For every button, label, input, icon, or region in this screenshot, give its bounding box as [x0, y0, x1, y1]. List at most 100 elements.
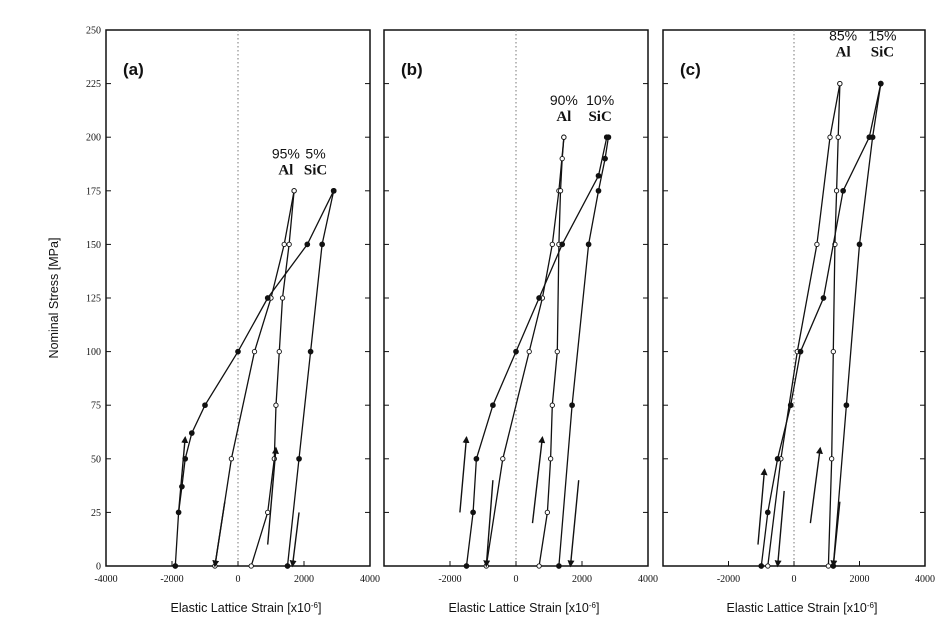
x-axis-label: Elastic Lattice Strain [x10-6] — [449, 601, 600, 616]
data-point-al — [276, 348, 282, 355]
x-tick-label: -2000 — [160, 574, 183, 585]
data-point-al — [554, 348, 560, 355]
data-point-al — [228, 456, 235, 462]
panels: 0 25 50 75 100 125 150 175 200 225 250 -4000 -2000 0 2… — [86, 26, 935, 616]
x-axis-label: Elastic Lattice Strain [x10-6] — [727, 601, 878, 616]
x-tick-label: 4000 — [915, 574, 935, 585]
data-point-sic — [470, 509, 476, 516]
composition-percent-label: 15% — [868, 28, 896, 44]
data-point-sic — [188, 430, 195, 436]
data-point-sic — [758, 563, 765, 569]
y-axis-label: Nominal Stress [MPa] — [47, 238, 61, 359]
panel-label: (b) — [401, 60, 423, 79]
x-tick-label: 0 — [236, 574, 241, 585]
data-point-al — [279, 295, 286, 301]
data-point-sic — [820, 295, 827, 301]
data-point-al — [833, 188, 840, 194]
data-point-al — [273, 402, 279, 408]
x-axis-label: Elastic Lattice Strain [x10-6] — [171, 601, 322, 616]
data-point-sic — [843, 402, 850, 409]
x-tick-label: 4000 — [360, 574, 380, 585]
data-point-al — [251, 348, 258, 355]
data-point-sic — [172, 563, 179, 569]
data-point-al — [557, 188, 564, 194]
data-point-al — [835, 134, 841, 140]
y-tick-label: 175 — [86, 186, 101, 197]
y-tick-label: 200 — [86, 133, 101, 144]
direction-arrow — [567, 480, 580, 568]
data-point-al — [561, 134, 567, 140]
direction-arrow — [459, 435, 470, 513]
series-line-al-loading — [767, 83, 841, 567]
data-point-al — [765, 563, 771, 569]
data-point-sic — [473, 455, 480, 462]
direction-arrow — [830, 501, 841, 568]
series-line-sic-loading — [465, 137, 608, 567]
data-point-al — [825, 563, 832, 569]
panel-label: (c) — [680, 60, 701, 79]
data-point-al — [559, 155, 565, 162]
data-point-sic — [569, 402, 575, 409]
data-point-al — [549, 241, 555, 248]
composition-percent-label: 5% — [305, 146, 325, 162]
composition-percent-label: 90% — [550, 92, 578, 108]
data-point-sic — [284, 563, 291, 569]
data-point-sic — [235, 348, 241, 355]
series-line-al-loading — [485, 137, 565, 567]
series-line-sic-unloading — [832, 83, 882, 567]
data-point-al — [286, 241, 292, 248]
x-tick-label: 0 — [514, 574, 519, 585]
data-point-al — [829, 456, 835, 462]
direction-arrow — [483, 480, 494, 568]
data-point-sic — [595, 172, 602, 179]
y-tick-label: 0 — [96, 562, 101, 573]
data-point-al — [265, 509, 271, 516]
x-tick-label: 4000 — [638, 574, 658, 585]
y-tick-label: 50 — [91, 454, 101, 465]
x-tick-label: 2000 — [572, 574, 592, 585]
direction-arrow — [212, 501, 226, 568]
data-point-sic — [585, 241, 592, 248]
phase-name-label: Al — [556, 109, 571, 125]
data-point-sic — [202, 402, 208, 409]
series-line-sic-unloading — [286, 190, 335, 567]
direction-arrow — [757, 468, 768, 545]
data-point-al — [526, 348, 532, 355]
x-tick-label: -2000 — [717, 574, 740, 585]
phase-name-label: SiC — [871, 45, 894, 61]
composition-percent-label: 10% — [586, 92, 614, 108]
y-tick-label: 75 — [91, 401, 101, 412]
data-point-sic — [797, 348, 804, 355]
data-point-sic — [556, 563, 562, 569]
data-point-sic — [319, 241, 326, 248]
series-line-al-loading — [214, 190, 295, 567]
series-line-sic-loading — [174, 190, 335, 567]
phase-name-label: Al — [836, 45, 851, 61]
data-point-al — [549, 402, 555, 408]
series-line-sic-loading — [760, 83, 882, 567]
y-tick-label: 225 — [86, 79, 101, 90]
data-point-al — [544, 509, 550, 516]
x-tick-label: 0 — [792, 574, 797, 585]
y-tick-label: 25 — [91, 508, 101, 519]
data-point-sic — [513, 348, 519, 355]
series-line-sic-unloading — [558, 137, 610, 567]
data-point-sic — [856, 241, 863, 248]
data-point-sic — [764, 509, 771, 516]
y-tick-label: 250 — [86, 26, 101, 37]
data-point-sic — [774, 455, 781, 462]
x-tick-label: -4000 — [94, 574, 117, 585]
data-point-sic — [304, 241, 311, 248]
data-point-sic — [787, 402, 794, 409]
direction-arrow — [531, 435, 546, 524]
data-point-sic — [330, 187, 337, 194]
data-point-sic — [869, 134, 876, 141]
data-point-sic — [264, 295, 271, 301]
data-point-sic — [296, 455, 302, 462]
panel-label: (a) — [123, 60, 144, 79]
data-point-al — [291, 188, 297, 194]
data-point-al — [837, 80, 843, 87]
